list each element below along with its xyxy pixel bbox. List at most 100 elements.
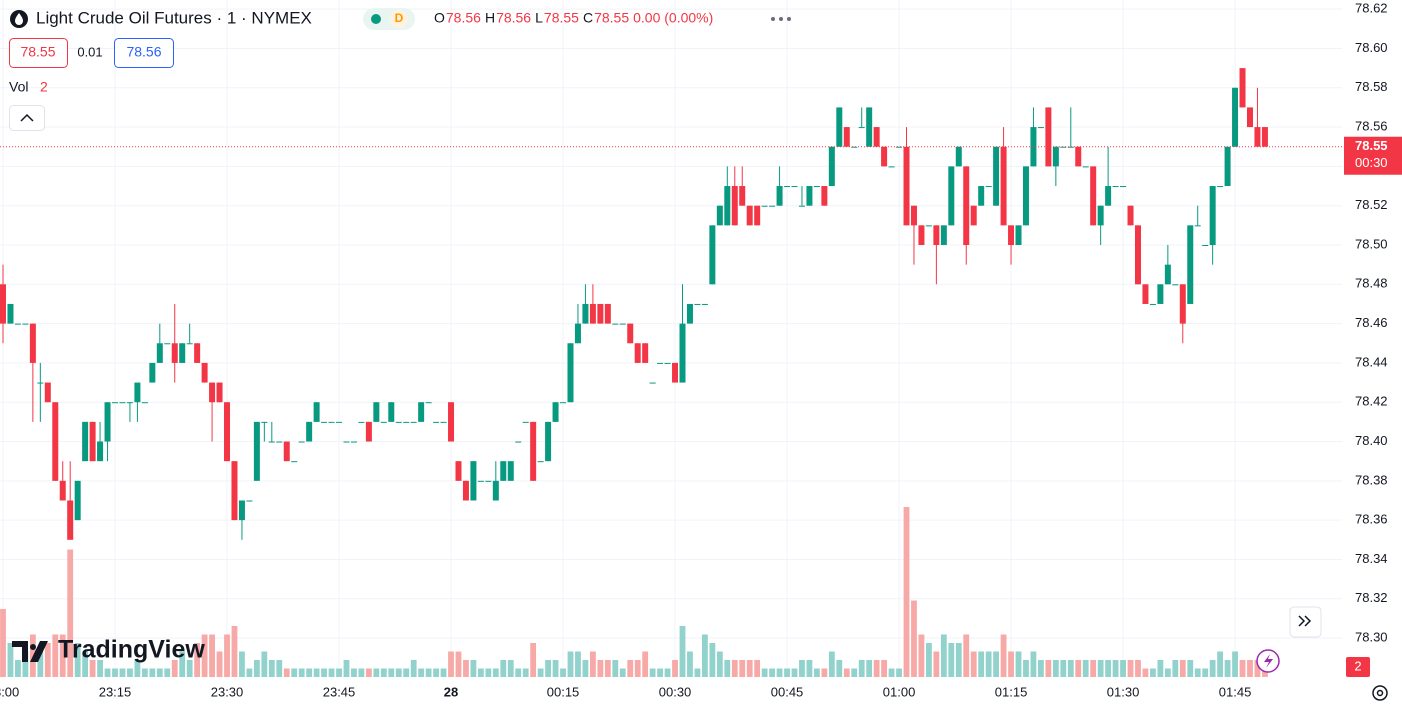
volume-bar: [724, 660, 731, 677]
volume-bar: [0, 609, 6, 677]
candle-body: [500, 461, 507, 481]
symbol-title[interactable]: Light Crude Oil Futures · 1 · NYMEX: [36, 8, 312, 27]
volume-bar: [1120, 660, 1126, 677]
volume-bar: [1067, 660, 1074, 677]
candle-body: [724, 186, 731, 226]
volume-bar: [836, 660, 843, 677]
volume-bar: [59, 634, 66, 677]
buy-box[interactable]: [114, 38, 174, 68]
volume-bar: [709, 643, 716, 677]
volume-bar: [395, 668, 402, 677]
candles: [0, 68, 1268, 540]
volume-bar: [1112, 660, 1119, 677]
candle-body: [903, 146, 910, 226]
candle-body: [843, 127, 850, 147]
volume-bar: [582, 660, 589, 677]
volume-label: Vol: [9, 79, 28, 95]
y-tick-label: 78.60: [1355, 40, 1388, 55]
ohlc-value: 78.56: [446, 10, 481, 26]
volume-bar: [791, 668, 798, 677]
y-tick-label: 78.62: [1355, 1, 1388, 16]
candle-body: [978, 186, 985, 206]
candle-body: [888, 166, 895, 168]
collapse-button[interactable]: [9, 105, 45, 131]
candle-body: [380, 421, 387, 423]
candle-body: [358, 421, 365, 423]
volume-bar: [1194, 668, 1201, 677]
volume-bar: [380, 668, 387, 677]
candle-body: [694, 303, 701, 305]
volume-bar: [313, 668, 320, 677]
y-tick-label: 78.38: [1355, 472, 1388, 487]
volume-value: 2: [40, 79, 48, 95]
candle-body: [134, 382, 141, 403]
volume-bar: [433, 668, 439, 677]
candle-body: [336, 421, 343, 423]
candle-body: [276, 441, 283, 443]
settings-button[interactable]: [1372, 685, 1388, 701]
candle-body: [104, 402, 111, 442]
volume-bar: [612, 660, 619, 677]
candle-body: [873, 127, 880, 147]
candle-body: [985, 186, 992, 188]
volume-bar: [597, 660, 604, 677]
candle-body: [1090, 166, 1097, 226]
volume-bar: [1254, 660, 1261, 677]
candle-body: [89, 421, 96, 462]
volume-bar: [567, 651, 574, 677]
candle-body: [492, 480, 499, 501]
volume-bar: [22, 651, 29, 677]
volume-bar: [179, 651, 186, 677]
volume-bar: [1164, 668, 1171, 677]
candle-body: [1164, 264, 1171, 285]
candle-body: [634, 343, 641, 363]
y-tick-label: 78.30: [1355, 629, 1388, 644]
candle-body: [1045, 107, 1052, 167]
volume-bar: [164, 668, 171, 677]
volume-bar: [448, 651, 454, 677]
candle-body: [582, 303, 589, 324]
x-tick-label: 01:15: [995, 684, 1028, 699]
chevron-icon: [20, 113, 34, 122]
volume-bar: [253, 660, 260, 677]
volume-bar: [575, 651, 581, 677]
volume-bar: [940, 634, 947, 677]
price-label: 78.55: [1355, 138, 1388, 153]
volume-bar: [784, 668, 790, 677]
volume-bar: [82, 651, 89, 677]
candle-body: [657, 362, 664, 364]
candle-body: [112, 402, 119, 404]
candle-body: [896, 146, 903, 148]
volume-bar: [537, 668, 544, 677]
y-tick-label: 78.40: [1355, 433, 1388, 448]
candle-body: [373, 402, 380, 422]
volume-bar: [799, 660, 805, 677]
volume-bar: [754, 660, 761, 677]
candle-body: [522, 421, 529, 423]
volume-bar: [67, 549, 74, 677]
volume-bar: [701, 634, 708, 677]
candle-body: [1217, 186, 1224, 188]
volume-bar: [74, 643, 81, 677]
candle-body: [776, 186, 783, 206]
ohlc-value: 78.55: [544, 10, 579, 26]
scroll-button[interactable]: [1289, 606, 1322, 638]
candle-body: [597, 303, 604, 324]
volume-pane: [0, 507, 1268, 677]
x-tick-label: 23:00: [0, 684, 19, 699]
volume-bar: [1224, 660, 1231, 677]
candle-body: [821, 186, 828, 206]
ohlc-key: O: [434, 10, 445, 26]
candle-body: [1246, 107, 1253, 128]
volume-bar: [858, 660, 865, 677]
sell-box[interactable]: [9, 38, 68, 68]
volume-bar: [1217, 651, 1224, 677]
candle-body: [209, 382, 216, 403]
candle-body: [246, 500, 253, 502]
price-label-bg: [1344, 136, 1402, 175]
candle-body: [238, 500, 245, 521]
more-button[interactable]: [771, 17, 791, 21]
x-tick-label: 00:45: [771, 684, 804, 699]
candle-body: [298, 441, 305, 443]
